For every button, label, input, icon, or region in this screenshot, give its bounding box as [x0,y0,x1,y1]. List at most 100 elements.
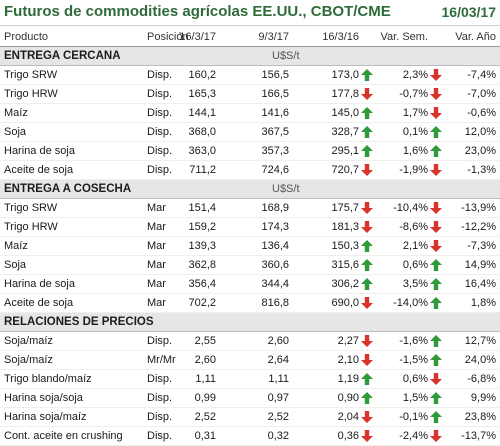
cell-price-current: 159,2 [188,221,216,233]
down-arrow-icon [430,164,442,176]
cell-price-prev-week: 344,4 [261,278,289,290]
col-header-posicion: Posición [147,31,189,43]
cell-price-prev-year: 177,8 [331,88,359,100]
section-header: ENTREGA A COSECHA U$S/t [0,180,500,199]
cell-producto: Maíz [4,107,28,119]
cell-price-prev-year: 181,3 [331,221,359,233]
cell-var-sem: -8,6% [399,221,428,233]
col-header-date2: 9/3/17 [258,31,289,43]
up-arrow-icon [430,335,442,347]
cell-producto: Soja [4,126,27,138]
cell-price-prev-week: 2,64 [267,354,289,366]
down-arrow-icon [361,430,373,442]
table-row: Maíz Disp. 144,1 141,6 145,0 1,7% -0,6% [0,104,500,123]
cell-producto: Harina soja/maíz [4,411,87,423]
cell-producto: Soja [4,259,27,271]
cell-var-ano: 9,9% [470,392,496,404]
section-unit: U$S/t [272,50,300,62]
cell-var-sem: -2,4% [399,430,428,442]
down-arrow-icon [361,411,373,423]
table-row: Harina de soja Disp. 363,0 357,3 295,1 1,6% 23… [0,142,500,161]
up-arrow-icon [430,126,442,138]
cell-var-sem: 1,6% [402,145,428,157]
down-arrow-icon [430,88,442,100]
table-row: Cont. aceite en crushing Disp. 0,31 0,32 0,3… [0,427,500,446]
cell-var-ano: 12,0% [464,126,496,138]
table-row: Trigo HRW Mar 159,2 174,3 181,3 -8,6% -12,2% [0,218,500,237]
cell-var-sem: 1,5% [402,392,428,404]
up-arrow-icon [430,297,442,309]
cell-price-current: 356,4 [188,278,216,290]
cell-var-sem: 3,5% [402,278,428,290]
cell-var-ano: -7,3% [467,240,496,252]
cell-price-current: 165,3 [188,88,216,100]
cell-producto: Aceite de soja [4,164,74,176]
cell-var-sem: -1,9% [399,164,428,176]
table-row: Aceite de soja Mar 702,2 816,8 690,0 -14,0% 1,… [0,294,500,313]
cell-producto: Trigo HRW [4,88,58,100]
col-header-var-sem: Var. Sem. [380,31,428,43]
title-bar: Futuros de commodities agrícolas EE.UU.,… [0,0,500,26]
cell-var-sem: 0,6% [402,259,428,271]
cell-var-ano: -13,9% [461,202,496,214]
cell-var-ano: -1,3% [467,164,496,176]
cell-posicion: Disp. [147,411,173,423]
cell-price-prev-week: 141,6 [261,107,289,119]
table-row: Soja Disp. 368,0 367,5 328,7 0,1% 12,0% [0,123,500,142]
section-title: ENTREGA CERCANA [4,50,121,62]
down-arrow-icon [361,88,373,100]
cell-price-prev-year: 690,0 [331,297,359,309]
cell-price-prev-year: 173,0 [331,69,359,81]
up-arrow-icon [430,145,442,157]
section-title: ENTREGA A COSECHA [4,183,132,195]
cell-var-sem: 0,6% [402,373,428,385]
up-arrow-icon [361,69,373,81]
table-row: Soja/maíz Disp. 2,55 2,60 2,27 -1,6% 12,7% [0,332,500,351]
down-arrow-icon [430,373,442,385]
cell-producto: Harina de soja [4,145,75,157]
down-arrow-icon [430,221,442,233]
col-header-date1: 16/3/17 [179,31,216,43]
cell-price-prev-week: 0,97 [267,392,289,404]
cell-producto: Trigo SRW [4,69,58,81]
table-row: Maíz Mar 139,3 136,4 150,3 2,1% -7,3% [0,237,500,256]
cell-price-prev-week: 724,6 [261,164,289,176]
cell-price-prev-week: 168,9 [261,202,289,214]
cell-price-prev-year: 0,36 [337,430,359,442]
table-body: ENTREGA CERCANA U$S/t Trigo SRW Disp. 160,2 1… [0,47,500,446]
cell-posicion: Disp. [147,392,173,404]
down-arrow-icon [361,297,373,309]
cell-price-prev-week: 166,5 [261,88,289,100]
cell-posicion: Disp. [147,335,173,347]
cell-price-prev-year: 2,04 [337,411,359,423]
down-arrow-icon [361,221,373,233]
cell-price-current: 702,2 [188,297,216,309]
cell-posicion: Mr/Mr [147,354,176,366]
cell-posicion: Disp. [147,164,173,176]
cell-price-prev-week: 136,4 [261,240,289,252]
cell-posicion: Mar [147,278,166,290]
cell-price-prev-week: 2,52 [267,411,289,423]
cell-posicion: Disp. [147,145,173,157]
cell-posicion: Disp. [147,69,173,81]
cell-price-prev-week: 0,32 [267,430,289,442]
cell-posicion: Mar [147,202,166,214]
cell-price-current: 2,52 [194,411,216,423]
up-arrow-icon [361,278,373,290]
up-arrow-icon [361,145,373,157]
cell-price-prev-year: 2,10 [337,354,359,366]
up-arrow-icon [430,354,442,366]
cell-price-prev-week: 2,60 [267,335,289,347]
up-arrow-icon [361,126,373,138]
cell-var-ano: -7,4% [467,69,496,81]
up-arrow-icon [430,278,442,290]
cell-posicion: Disp. [147,373,173,385]
cell-price-current: 2,55 [194,335,216,347]
down-arrow-icon [361,164,373,176]
cell-var-ano: 24,0% [464,354,496,366]
table-row: Harina de soja Mar 356,4 344,4 306,2 3,5% 16,4… [0,275,500,294]
cell-posicion: Disp. [147,88,173,100]
cell-producto: Soja/maíz [4,335,53,347]
table-row: Harina soja/maíz Disp. 2,52 2,52 2,04 -0,1% 23… [0,408,500,427]
up-arrow-icon [361,392,373,404]
